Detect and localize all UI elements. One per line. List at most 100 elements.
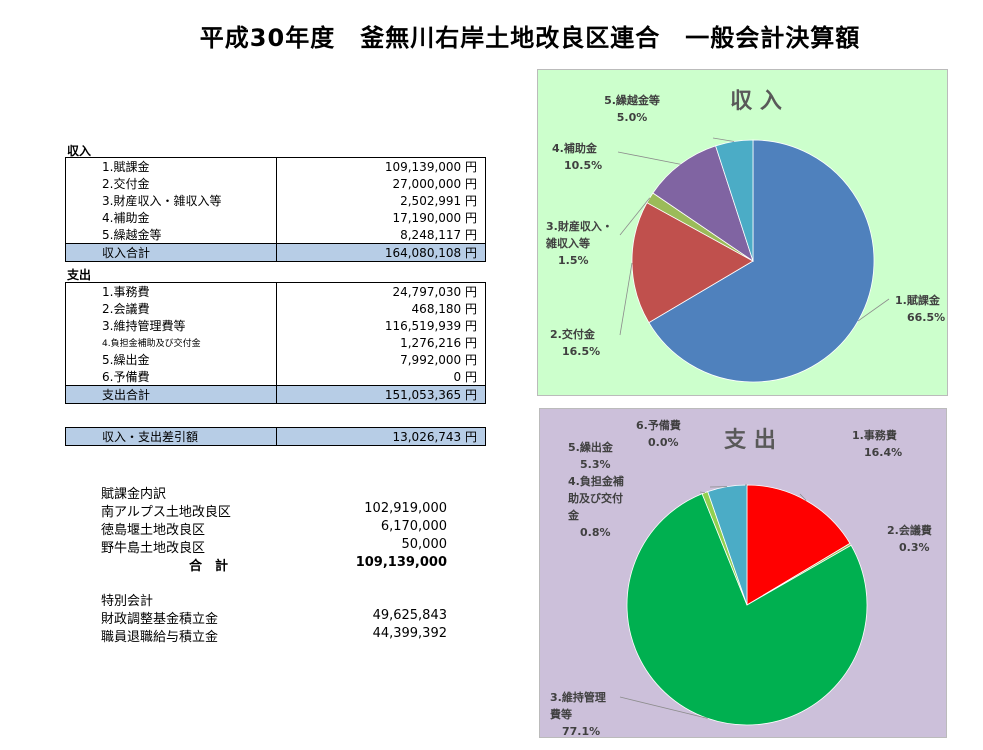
expense-item-name: 6.予備費 xyxy=(65,368,277,386)
income-total-row: 収入合計 164,080,108 円 xyxy=(65,243,486,262)
levy-value: 102,919,000 xyxy=(364,501,447,516)
expense-total-amount: 151,053,365 円 xyxy=(276,385,486,404)
slice-percent: 0.8% xyxy=(580,526,611,539)
slice-label: 4.負担金補助及び交付金 xyxy=(567,474,624,522)
expense-item-name: 2.会議費 xyxy=(65,300,277,317)
income-section-label: 収入 xyxy=(67,144,92,158)
levy-total-value: 109,139,000 xyxy=(355,555,447,570)
expense-item-name: 1.事務費 xyxy=(65,282,277,300)
list-item: 徳島堰土地改良区 6,170,000 xyxy=(101,519,447,538)
balance-label: 収入・支出差引額 xyxy=(65,427,277,446)
income-table: 1.賦課金 109,139,000 円 2.交付金 27,000,000 円 3… xyxy=(65,157,486,262)
slice-percent: 0.0% xyxy=(648,436,679,449)
expense-chart-panel: 支 出 1.事務費 16.4% 2.会議費 0.3% 3.維持管理費等 77.1% 4.負担金… xyxy=(539,408,947,738)
expense-item-amount: 468,180 円 xyxy=(276,300,486,317)
special-value: 44,399,392 xyxy=(372,626,447,641)
slice-percent: 0.3% xyxy=(899,541,930,554)
expense-item-name: 3.維持管理費等 xyxy=(65,317,277,334)
expense-item-name: 5.繰出金 xyxy=(65,351,277,368)
levy-name: 南アルプス土地改良区 xyxy=(101,505,231,520)
slice-label: 5.繰出金 xyxy=(568,440,614,454)
expense-total-label: 支出合計 xyxy=(65,385,277,404)
table-row: 5.繰出金 7,992,000 円 xyxy=(65,351,486,368)
slice-percent: 5.3% xyxy=(580,458,611,471)
income-total-amount: 164,080,108 円 xyxy=(276,243,486,262)
expense-section-label: 支出 xyxy=(67,268,92,282)
table-row: 6.予備費 0 円 xyxy=(65,368,486,386)
slice-percent: 77.1% xyxy=(562,725,600,737)
list-item: 野牛島土地改良区 50,000 xyxy=(101,537,447,556)
income-item-amount: 2,502,991 円 xyxy=(276,192,486,209)
income-total-label: 収入合計 xyxy=(65,243,277,262)
expense-total-row: 支出合計 151,053,365 円 xyxy=(65,385,486,404)
levy-heading: 賦課金内訳 xyxy=(101,487,167,502)
pie-slice xyxy=(715,139,754,262)
table-row: 4.補助金 17,190,000 円 xyxy=(65,209,486,226)
slice-percent: 16.5% xyxy=(562,345,600,358)
list-item: 南アルプス土地改良区 102,919,000 xyxy=(101,501,447,520)
leader-line xyxy=(712,137,735,142)
special-heading: 特別会計 xyxy=(101,594,154,609)
slice-label: 3.財産収入・雑収入等 xyxy=(545,219,613,250)
slice-percent: 66.5% xyxy=(907,311,945,324)
balance-table: 収入・支出差引額 13,026,743 円 xyxy=(65,427,486,446)
chart-title: 収 入 xyxy=(730,89,782,114)
income-item-amount: 109,139,000 円 xyxy=(276,157,486,175)
slice-percent: 10.5% xyxy=(564,159,602,172)
levy-total-label: 合 計 xyxy=(189,559,229,574)
levy-breakdown: 賦課金内訳 南アルプス土地改良区 102,919,000 徳島堰土地改良区 6,… xyxy=(101,483,447,574)
chart-title: 支 出 xyxy=(724,428,776,453)
list-item: 財政調整基金積立金 49,625,843 xyxy=(101,608,447,627)
income-item-name: 2.交付金 xyxy=(65,175,277,192)
leader-line xyxy=(857,298,890,322)
table-row: 5.繰越金等 8,248,117 円 xyxy=(65,226,486,244)
income-item-amount: 27,000,000 円 xyxy=(276,175,486,192)
expense-item-amount: 1,276,216 円 xyxy=(276,334,486,351)
expense-item-name: 4.負担金補助及び交付金 xyxy=(65,334,277,351)
slice-label: 5.繰越金等 xyxy=(604,93,660,107)
page-title: 平成30年度 釜無川右岸土地改良区連合 一般会計決算額 xyxy=(199,24,861,52)
income-chart-panel: 収 入 1.賦課金 66.5% 2.交付金 16.5% 3.財産収入・雑収入等 1.5% 4.… xyxy=(537,69,948,396)
special-name: 職員退職給与積立金 xyxy=(101,630,219,645)
table-row: 2.交付金 27,000,000 円 xyxy=(65,175,486,192)
levy-name: 野牛島土地改良区 xyxy=(101,541,206,556)
table-row: 4.負担金補助及び交付金 1,276,216 円 xyxy=(65,334,486,351)
income-item-name: 1.賦課金 xyxy=(65,157,277,175)
income-item-name: 4.補助金 xyxy=(65,209,277,226)
table-row: 2.会議費 468,180 円 xyxy=(65,300,486,317)
special-value: 49,625,843 xyxy=(372,608,447,623)
income-item-name: 3.財産収入・雑収入等 xyxy=(65,192,277,209)
income-item-amount: 17,190,000 円 xyxy=(276,209,486,226)
table-row: 3.財産収入・雑収入等 2,502,991 円 xyxy=(65,192,486,209)
slice-label: 6.予備費 xyxy=(636,418,681,432)
leader-line xyxy=(699,491,705,494)
slice-percent: 16.4% xyxy=(864,446,902,459)
balance-amount: 13,026,743 円 xyxy=(276,427,486,446)
leader-line xyxy=(799,493,807,501)
income-pie-chart: 収 入 1.賦課金 66.5% 2.交付金 16.5% 3.財産収入・雑収入等 1.5% 4.… xyxy=(545,89,945,383)
levy-name: 徳島堰土地改良区 xyxy=(101,523,206,538)
expense-item-amount: 0 円 xyxy=(276,368,486,386)
expense-item-amount: 24,797,030 円 xyxy=(276,282,486,300)
list-item: 職員退職給与積立金 44,399,392 xyxy=(101,626,447,645)
expense-pie-chart: 支 出 1.事務費 16.4% 2.会議費 0.3% 3.維持管理費等 77.1% 4.負担金… xyxy=(549,418,932,738)
income-item-amount: 8,248,117 円 xyxy=(276,226,486,244)
leader-line xyxy=(617,151,681,165)
slice-label: 1.事務費 xyxy=(852,428,897,442)
pie-slice xyxy=(648,139,875,383)
expense-item-amount: 116,519,939 円 xyxy=(276,317,486,334)
slice-label: 3.維持管理費等 xyxy=(549,690,606,721)
slice-percent: 1.5% xyxy=(558,254,589,267)
levy-value: 6,170,000 xyxy=(380,519,447,534)
slice-label: 1.賦課金 xyxy=(895,293,941,307)
slice-label: 4.補助金 xyxy=(552,141,598,155)
table-row: 1.事務費 24,797,030 円 xyxy=(65,282,486,300)
income-item-name: 5.繰越金等 xyxy=(65,226,277,244)
table-row: 3.維持管理費等 116,519,939 円 xyxy=(65,317,486,334)
table-row: 1.賦課金 109,139,000 円 xyxy=(65,157,486,175)
leader-line xyxy=(619,197,651,236)
slice-label: 2.会議費 xyxy=(887,523,932,537)
levy-value: 50,000 xyxy=(401,537,448,552)
expense-item-amount: 7,992,000 円 xyxy=(276,351,486,368)
leader-line xyxy=(619,262,633,336)
